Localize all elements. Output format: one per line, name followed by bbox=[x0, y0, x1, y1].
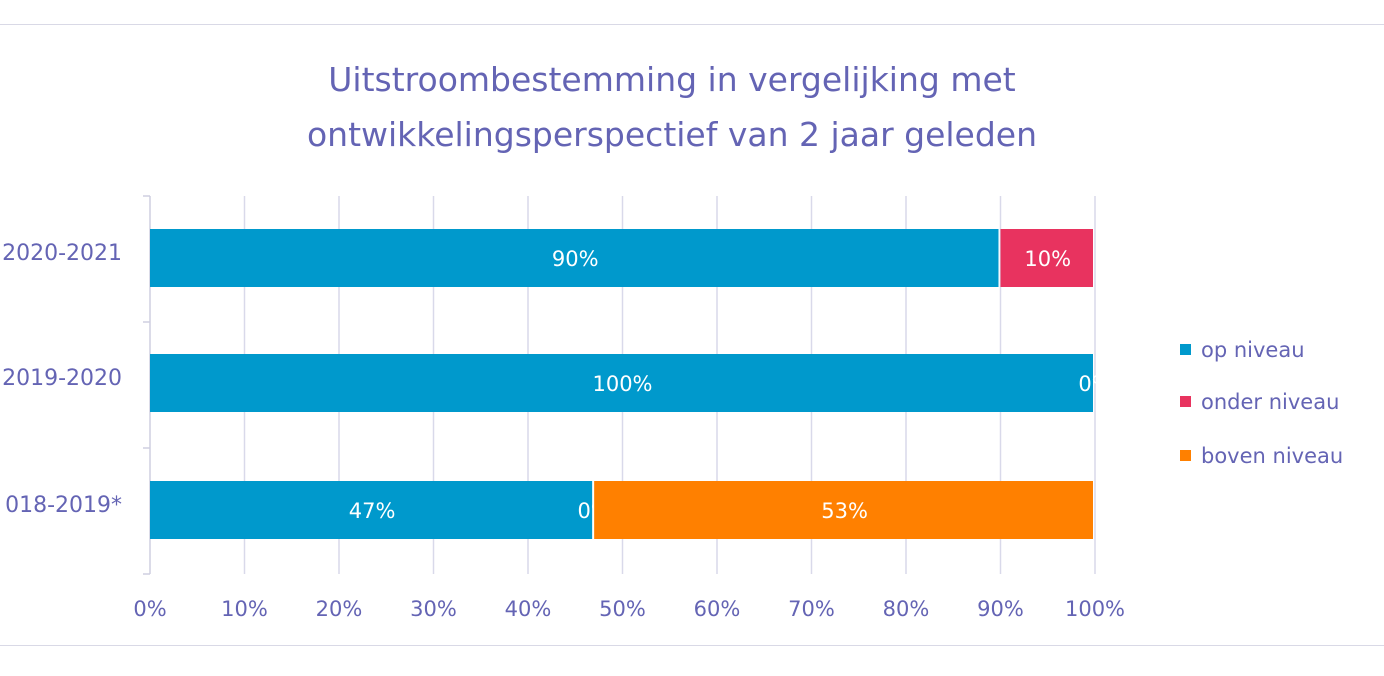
chart-title: Uitstroombestemming in vergelijking met … bbox=[0, 52, 1344, 162]
x-tick-label: 0% bbox=[133, 597, 166, 621]
category-label: 018-2019* bbox=[5, 493, 122, 518]
bar-data-label: 53% bbox=[821, 499, 868, 523]
x-tick-label: 10% bbox=[221, 597, 268, 621]
bar-segment bbox=[594, 481, 1093, 539]
chart-title-line-2: ontwikkelingsperspectief van 2 jaar gele… bbox=[306, 115, 1038, 154]
legend-swatch bbox=[1180, 450, 1191, 461]
bar-data-label: 10% bbox=[1024, 247, 1071, 271]
x-tick-label: 30% bbox=[410, 597, 457, 621]
bar-data-label: 100% bbox=[592, 372, 652, 396]
x-tick-label: 80% bbox=[883, 597, 930, 621]
bar-segment bbox=[1000, 229, 1093, 287]
category-label: 2020-2021 bbox=[2, 241, 122, 266]
legend-label: boven niveau bbox=[1201, 444, 1343, 468]
bar-data-label: 0% bbox=[1078, 372, 1111, 396]
x-tick-label: 20% bbox=[316, 597, 363, 621]
legend-swatch bbox=[1180, 396, 1191, 407]
chart-frame bbox=[0, 24, 1384, 646]
chart-title-line-1: Uitstroombestemming in vergelijking met bbox=[328, 60, 1016, 99]
legend-label: op niveau bbox=[1201, 338, 1305, 362]
bar-segment bbox=[150, 354, 1093, 412]
x-tick-label: 50% bbox=[599, 597, 646, 621]
bar-data-label: 47% bbox=[349, 499, 396, 523]
category-label: 2019-2020 bbox=[2, 366, 122, 391]
legend-swatch bbox=[1180, 344, 1191, 355]
x-tick-label: 60% bbox=[694, 597, 741, 621]
x-tick-label: 40% bbox=[505, 597, 552, 621]
bar-segment bbox=[150, 229, 999, 287]
x-tick-label: 70% bbox=[788, 597, 835, 621]
bar-segment bbox=[150, 481, 593, 539]
x-tick-label: 100% bbox=[1065, 597, 1125, 621]
legend-label: onder niveau bbox=[1201, 390, 1339, 414]
bar-data-label: 90% bbox=[552, 247, 599, 271]
x-tick-label: 90% bbox=[977, 597, 1024, 621]
